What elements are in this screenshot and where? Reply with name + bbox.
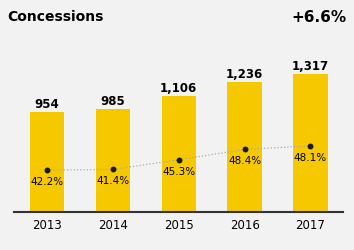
Text: 42.2%: 42.2% xyxy=(30,176,64,186)
Text: 45.3%: 45.3% xyxy=(162,166,195,176)
Text: +6.6%: +6.6% xyxy=(292,10,347,25)
Text: 985: 985 xyxy=(101,94,125,107)
Point xyxy=(242,148,247,152)
Text: 48.4%: 48.4% xyxy=(228,156,261,166)
Point xyxy=(44,168,50,172)
Text: 1,106: 1,106 xyxy=(160,82,198,94)
Text: 48.1%: 48.1% xyxy=(294,152,327,162)
Text: Concessions: Concessions xyxy=(7,10,103,24)
Text: 41.4%: 41.4% xyxy=(96,176,130,186)
Point xyxy=(308,144,313,148)
Text: 1,236: 1,236 xyxy=(226,68,263,81)
Bar xyxy=(162,97,196,212)
Bar xyxy=(228,83,262,212)
Text: 1,317: 1,317 xyxy=(292,60,329,72)
Bar xyxy=(293,75,327,212)
Point xyxy=(110,168,116,172)
Bar xyxy=(30,113,64,212)
Text: 954: 954 xyxy=(35,98,59,110)
Bar xyxy=(96,110,130,212)
Point xyxy=(176,158,182,162)
